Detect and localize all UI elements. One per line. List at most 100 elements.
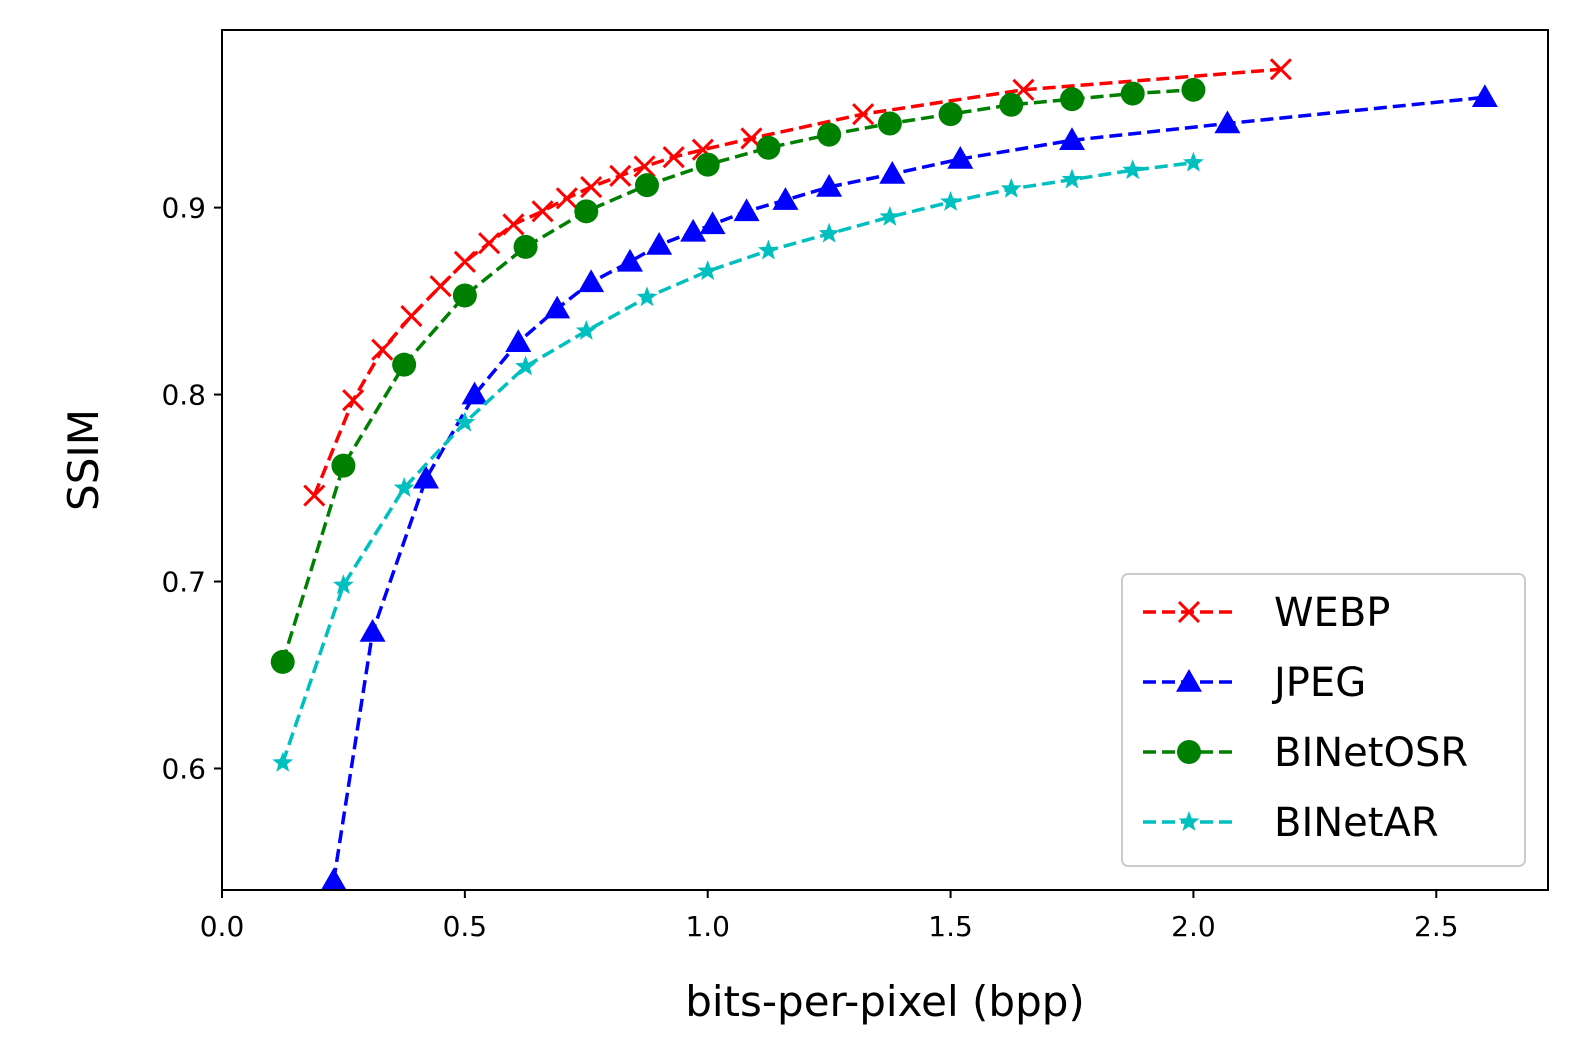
data-point-binetar xyxy=(393,477,415,497)
series-jpeg xyxy=(320,84,1498,891)
data-point-binetosr xyxy=(1181,77,1206,102)
plot-frame xyxy=(221,29,1549,891)
data-point-binetosr xyxy=(574,199,599,224)
data-point-binetosr xyxy=(635,173,659,198)
data-point-binetosr xyxy=(877,111,902,136)
data-point-jpeg xyxy=(544,295,571,319)
series-line-binetar xyxy=(281,160,1194,764)
data-point-webp xyxy=(580,175,603,199)
data-point-jpeg xyxy=(947,146,974,169)
data-point-binetar xyxy=(757,239,779,260)
data-point-jpeg xyxy=(578,269,605,293)
x-tick-label: 2.0 xyxy=(1171,910,1216,943)
data-point-jpeg xyxy=(505,329,532,352)
x-tick-label: 0.0 xyxy=(200,910,245,943)
legend-item-webp: WEBP xyxy=(1143,590,1390,636)
data-point-binetar xyxy=(454,411,476,432)
x-axis-ticks: 0.0 0.5 1.0 1.5 2.0 2.5 xyxy=(200,890,1459,943)
data-point-webp xyxy=(555,187,578,210)
legend-label-webp: WEBP xyxy=(1274,590,1390,636)
data-point-jpeg xyxy=(680,218,707,242)
data-point-webp xyxy=(429,275,452,298)
legend-marker-jpeg xyxy=(1176,669,1202,692)
data-point-webp xyxy=(303,484,326,507)
data-point-webp xyxy=(1269,58,1292,81)
series-binetosr xyxy=(270,77,1206,674)
data-point-jpeg xyxy=(617,248,643,272)
data-point-binetosr xyxy=(331,453,356,478)
y-tick-label: 0.7 xyxy=(161,566,206,599)
data-point-binetar xyxy=(818,222,840,243)
data-point-webp xyxy=(633,155,656,178)
data-point-binetar xyxy=(636,286,658,307)
data-point-binetar xyxy=(1182,151,1204,172)
data-point-jpeg xyxy=(816,174,843,197)
data-point-binetosr xyxy=(270,649,295,674)
data-point-binetar xyxy=(1000,177,1022,198)
data-point-binetar xyxy=(272,751,294,772)
data-point-webp xyxy=(400,304,423,328)
data-point-binetosr xyxy=(817,122,842,147)
x-tick-label: 1.5 xyxy=(928,910,973,943)
data-point-jpeg xyxy=(1059,127,1085,151)
legend-item-jpeg: JPEG xyxy=(1143,660,1366,706)
data-point-webp xyxy=(609,164,632,187)
data-point-webp xyxy=(371,338,394,361)
data-point-binetar xyxy=(515,355,537,376)
x-tick-label: 1.0 xyxy=(685,910,730,943)
data-point-webp xyxy=(662,146,685,169)
legend-label-binetar: BINetAR xyxy=(1274,800,1439,846)
data-point-jpeg xyxy=(646,232,673,255)
data-point-binetar xyxy=(1122,159,1144,180)
data-point-binetar xyxy=(879,205,901,226)
x-tick-label: 2.5 xyxy=(1414,910,1459,943)
data-point-jpeg xyxy=(733,198,760,222)
data-point-jpeg xyxy=(359,619,386,642)
series-layer xyxy=(270,58,1498,891)
series-line-binetosr xyxy=(281,88,1194,663)
data-point-binetosr xyxy=(938,102,963,127)
series-binetar xyxy=(272,151,1204,772)
data-point-webp xyxy=(478,232,501,255)
legend-label-binetosr: BINetOSR xyxy=(1274,730,1468,776)
data-point-binetar xyxy=(940,191,962,211)
legend-box xyxy=(1121,573,1526,867)
data-point-binetosr xyxy=(999,92,1024,117)
y-axis-label: SSIM xyxy=(59,409,108,511)
data-point-webp xyxy=(531,200,554,223)
y-tick-label: 0.6 xyxy=(161,752,206,785)
legend-marker-webp xyxy=(1177,600,1201,624)
legend-label-jpeg: JPEG xyxy=(1271,660,1366,706)
data-point-binetosr xyxy=(513,234,538,259)
data-point-jpeg xyxy=(461,381,488,405)
data-point-binetosr xyxy=(1060,87,1084,112)
data-point-webp xyxy=(502,213,525,236)
legend: WEBP JPEG BINetOSR BINetAR xyxy=(1121,573,1526,867)
data-point-jpeg xyxy=(413,465,439,489)
data-point-webp xyxy=(453,250,476,273)
y-tick-label: 0.9 xyxy=(161,192,206,225)
legend-marker-binetar xyxy=(1178,811,1200,831)
legend-item-binetar: BINetAR xyxy=(1143,800,1439,846)
data-point-jpeg xyxy=(320,867,347,891)
data-point-jpeg xyxy=(879,160,906,184)
data-point-binetosr xyxy=(1120,81,1145,106)
data-point-jpeg xyxy=(1471,84,1498,108)
y-tick-label: 0.8 xyxy=(161,379,206,412)
data-point-binetosr xyxy=(695,152,720,177)
data-point-webp xyxy=(852,103,875,126)
data-point-binetosr xyxy=(452,283,477,308)
data-point-binetar xyxy=(697,260,719,281)
data-point-binetosr xyxy=(756,135,781,160)
x-tick-label: 0.5 xyxy=(443,910,488,943)
data-point-binetar xyxy=(1061,168,1083,189)
data-point-jpeg xyxy=(772,187,799,210)
data-point-webp xyxy=(342,389,365,412)
data-point-binetar xyxy=(332,574,354,595)
legend-marker-binetosr xyxy=(1177,740,1201,764)
y-axis-ticks: 0.6 0.7 0.8 0.9 xyxy=(161,192,222,785)
data-point-jpeg xyxy=(699,211,726,235)
data-point-binetar xyxy=(575,320,597,340)
legend-item-binetosr: BINetOSR xyxy=(1143,730,1468,776)
